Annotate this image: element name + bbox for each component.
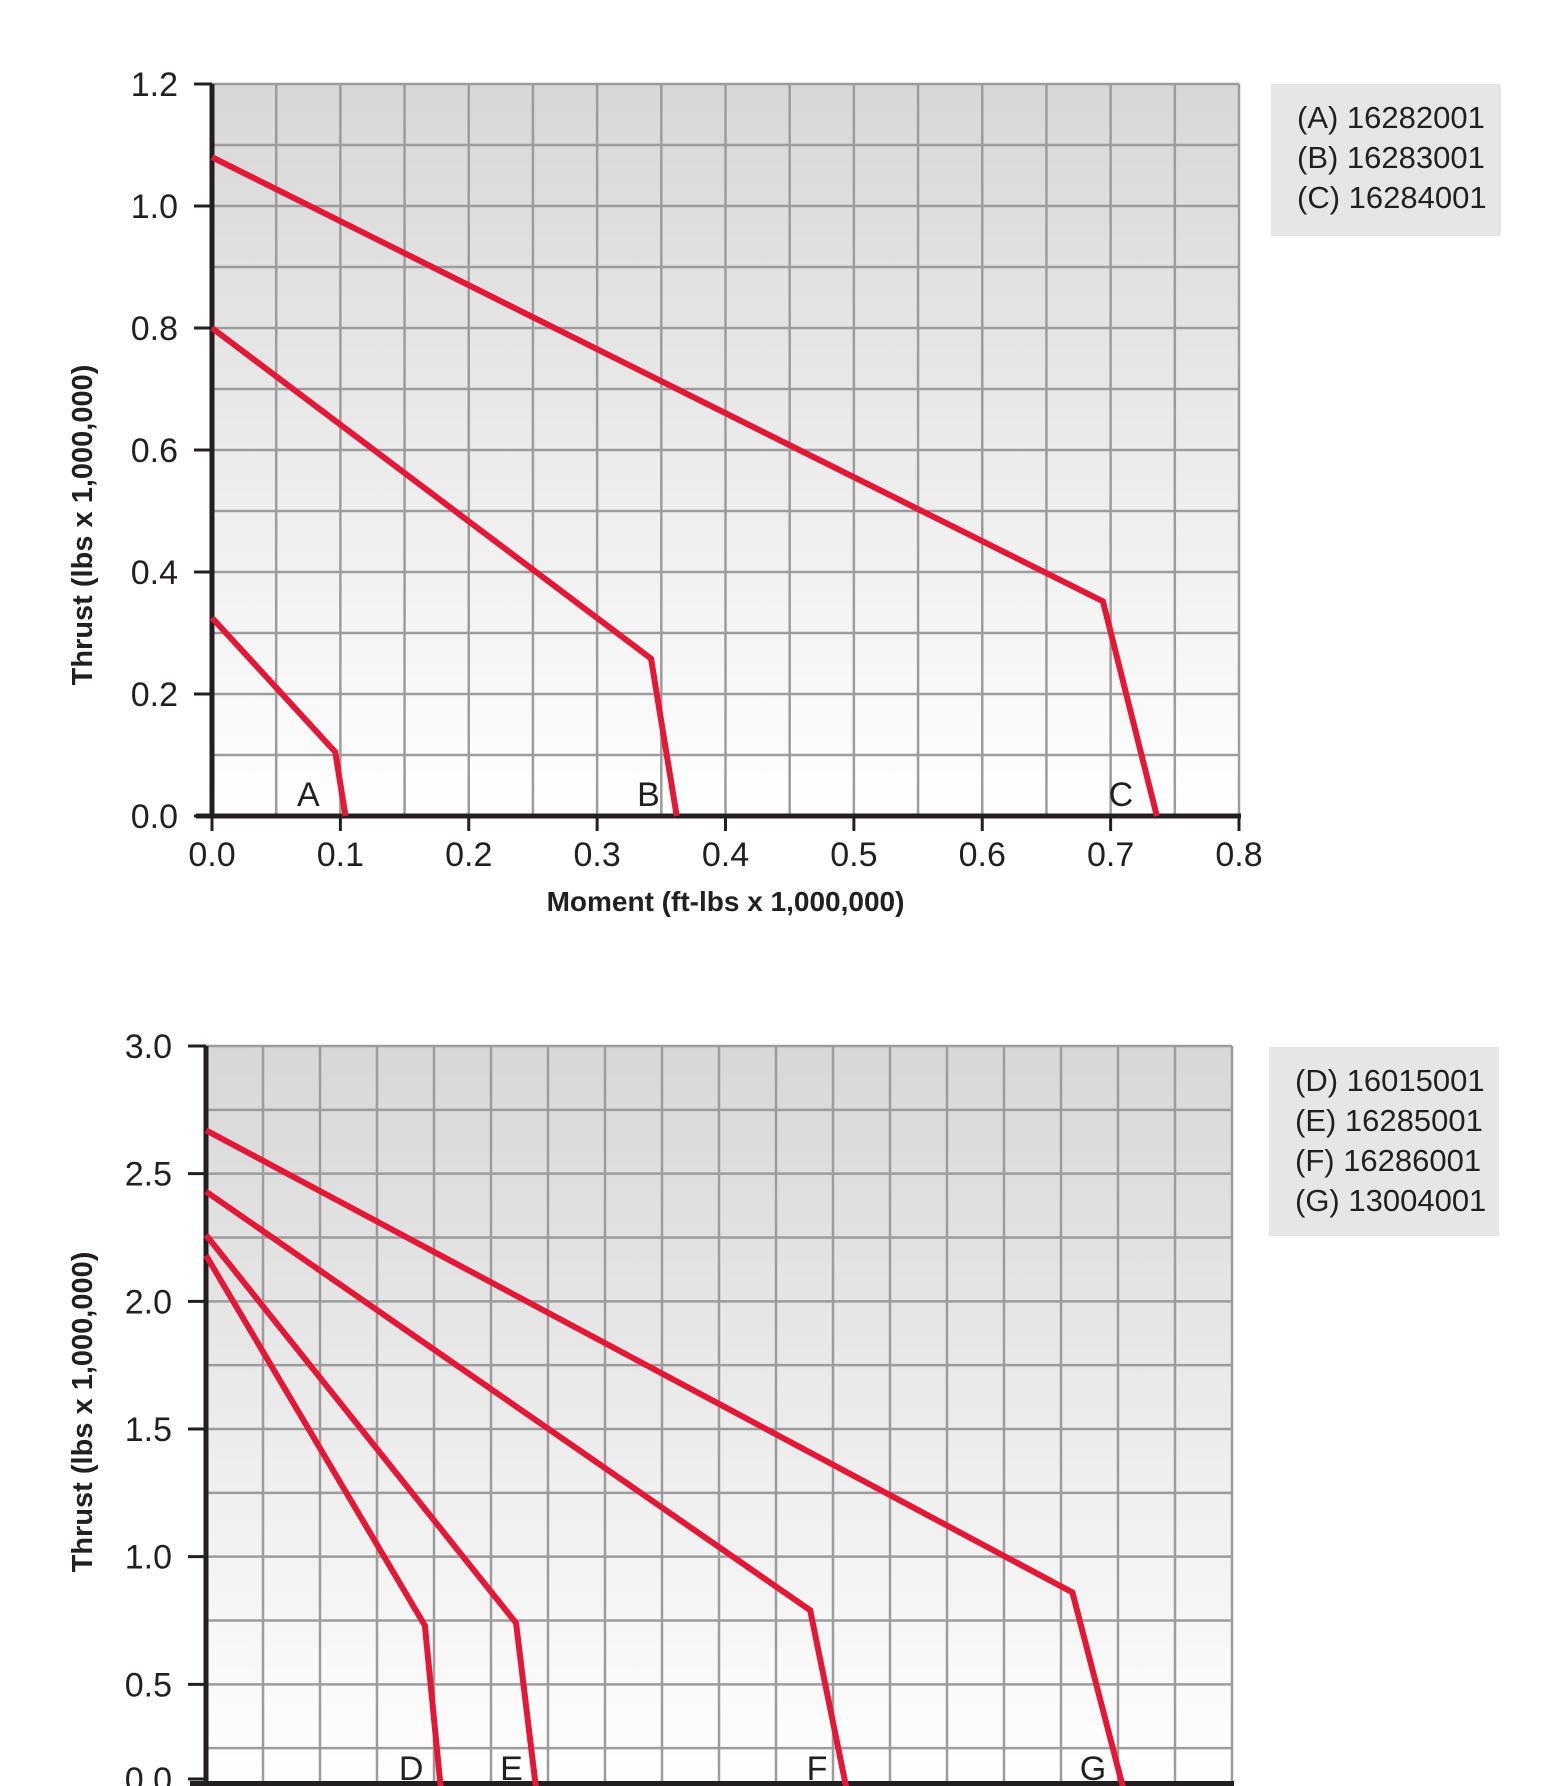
y-tick-label: 0.4 xyxy=(131,554,178,592)
legend-item-d: (D) 16015001 xyxy=(1295,1063,1485,1098)
chart-bottom: 0.0 0.5 1.0 1.5 2.0 2.5 3.0 Thrust (lbs x 1,000… xyxy=(67,1028,1234,1786)
x-tick-label: 0.1 xyxy=(317,836,364,874)
x-axis-label: Moment (ft-lbs x 1,000,000) xyxy=(547,886,905,917)
legend-item-a: (A) 16282001 xyxy=(1297,100,1485,135)
curve-label-f: F xyxy=(807,1750,828,1786)
y-tick-label: 1.0 xyxy=(125,1539,172,1577)
y-tick-label: 3.0 xyxy=(125,1028,172,1066)
curve-label-d: D xyxy=(399,1750,424,1786)
y-tick-label: 1.0 xyxy=(131,188,178,226)
legend-bottom: (D) 16015001 (E) 16285001 (F) 16286001 (… xyxy=(1269,1047,1499,1236)
curve-label-g: G xyxy=(1080,1750,1106,1786)
legend-item-e: (E) 16285001 xyxy=(1295,1103,1483,1138)
y-tick-label: 2.5 xyxy=(125,1156,172,1194)
y-tick-label: 0.5 xyxy=(125,1666,172,1704)
x-tick-label: 0.7 xyxy=(1087,836,1134,874)
y-tick-label: 1.2 xyxy=(131,66,178,104)
y-axis-label: Thrust (lbs x 1,000,000) xyxy=(67,365,99,686)
x-tick-label: 0.3 xyxy=(573,836,620,874)
y-tick-label: 0.6 xyxy=(131,432,178,470)
series-line-c xyxy=(210,154,1160,817)
y-tick-label: 0.0 xyxy=(131,798,178,836)
series-line-e xyxy=(203,1233,539,1786)
y-tick-label: 0.2 xyxy=(131,676,178,714)
y-tick-label: 1.5 xyxy=(125,1411,172,1449)
series-line-a xyxy=(209,615,349,817)
y-tick-label: 2.0 xyxy=(125,1283,172,1321)
x-tick-label: 0.8 xyxy=(1215,836,1262,874)
chart-top: 0.0 0.2 0.4 0.6 0.8 1.0 1.2 0.0 0.1 0.2 0.3 0.4 0.5 0… xyxy=(67,66,1263,917)
x-tick-label: 0.2 xyxy=(445,836,492,874)
legend-item-c: (C) 16284001 xyxy=(1297,180,1487,215)
x-tick-label: 0.4 xyxy=(702,836,749,874)
curve-label-a: A xyxy=(297,776,320,814)
legend-item-f: (F) 16286001 xyxy=(1295,1143,1482,1178)
y-axis-label: Thrust (lbs x 1,000,000) xyxy=(67,1252,99,1573)
curve-label-c: C xyxy=(1109,776,1134,814)
curve-label-e: E xyxy=(500,1750,523,1786)
curve-label-b: B xyxy=(637,776,660,814)
legend-item-b: (B) 16283001 xyxy=(1297,140,1485,175)
series-line-g xyxy=(204,1127,1126,1786)
y-tick-label: 0.0 xyxy=(125,1761,172,1786)
legend-top: (A) 16282001 (B) 16283001 (C) 16284001 xyxy=(1271,84,1501,236)
x-tick-label: 0.6 xyxy=(959,836,1006,874)
y-tick-label: 0.8 xyxy=(131,310,178,348)
series-line-d xyxy=(203,1253,444,1786)
x-tick-label: 0.0 xyxy=(188,836,235,874)
series-line-b xyxy=(210,325,680,817)
series-line-f xyxy=(204,1189,850,1786)
x-tick-label: 0.5 xyxy=(830,836,877,874)
legend-item-g: (G) 13004001 xyxy=(1295,1183,1487,1218)
